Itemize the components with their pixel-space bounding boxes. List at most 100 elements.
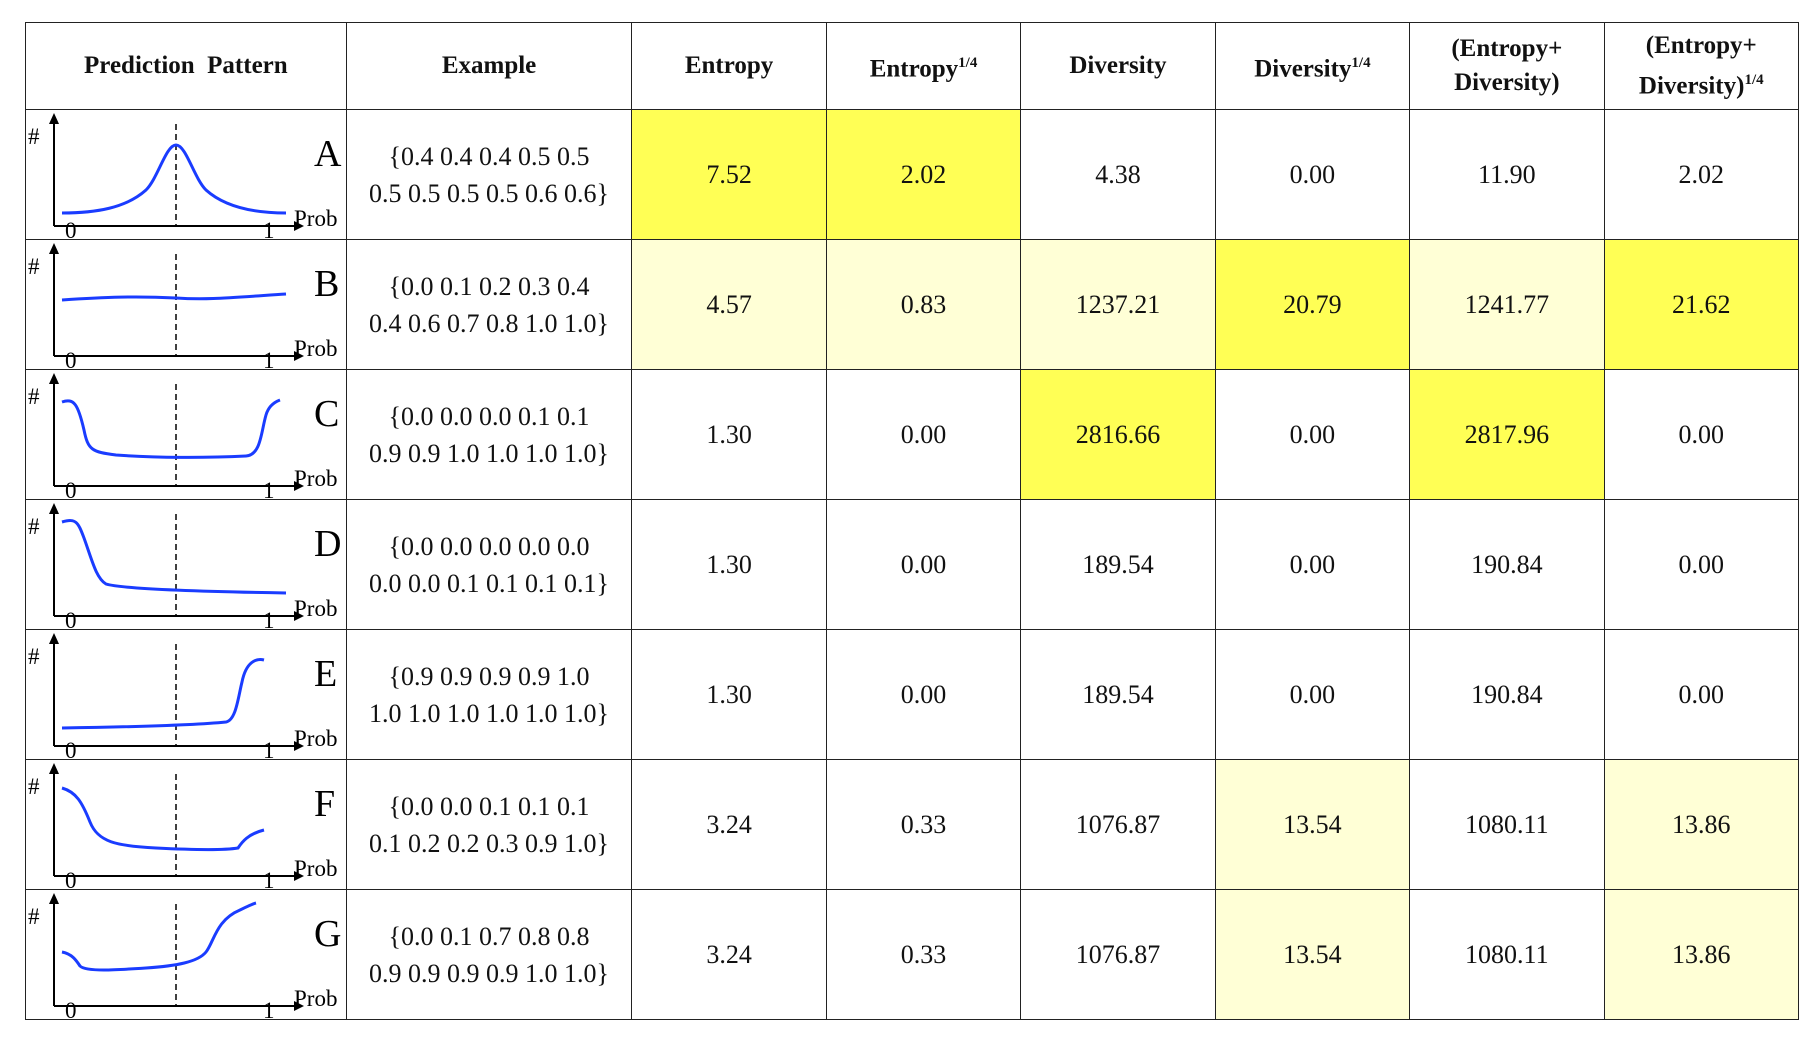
example-cell: {0.0 0.1 0.2 0.3 0.4 0.4 0.6 0.7 0.8 1.0 … bbox=[345, 239, 633, 370]
entropy-q-cell: 0.00 bbox=[825, 629, 1022, 760]
pattern-cell: # 0 1 Prob A bbox=[25, 109, 347, 240]
header-example: Example bbox=[345, 22, 633, 110]
distribution-curve bbox=[61, 292, 287, 302]
x-axis-arrow bbox=[294, 1001, 304, 1011]
header-sumq-line2-base: Diversity) bbox=[1638, 72, 1745, 100]
example-cell: {0.0 0.0 0.0 0.1 0.1 0.9 0.9 1.0 1.0 1.0 … bbox=[345, 369, 633, 500]
example-line: {0.9 0.9 0.9 0.9 1.0 bbox=[388, 661, 590, 691]
y-axis-arrow bbox=[49, 763, 59, 774]
x-axis-end-label: 1 bbox=[263, 478, 275, 499]
diversity-cell: 1237.21 bbox=[1020, 239, 1216, 370]
header-sumq-line1: (Entropy+ bbox=[1645, 31, 1757, 59]
sum-cell: 190.84 bbox=[1409, 629, 1605, 760]
table-row: # 0 1 Prob E {0.9 0.9 0.9 0.9 1.0 1.0 1.0… bbox=[25, 629, 1800, 760]
distribution-curve bbox=[61, 658, 265, 730]
diversity-q-cell: 0.00 bbox=[1214, 629, 1411, 760]
pattern-letter: D bbox=[314, 523, 341, 565]
y-axis-label: # bbox=[28, 254, 40, 279]
x-axis-arrow bbox=[294, 351, 304, 361]
table-row: # 0 1 Prob F {0.0 0.0 0.1 0.1 0.1 0.1 0.2… bbox=[25, 759, 1800, 890]
header-entropy-q-sup: 1/4 bbox=[958, 54, 978, 71]
pattern-letter: F bbox=[314, 783, 335, 825]
header-sum-line2: Diversity) bbox=[1454, 69, 1560, 96]
x-axis-arrow bbox=[294, 741, 304, 751]
distribution-plot: # 0 1 Prob A bbox=[28, 113, 342, 239]
entropy-q-cell: 0.00 bbox=[825, 369, 1022, 500]
diversity-cell: 1076.87 bbox=[1020, 889, 1216, 1020]
entropy-cell: 3.24 bbox=[631, 889, 827, 1020]
table-row: # 0 1 Prob G {0.0 0.1 0.7 0.8 0.8 0.9 0.9… bbox=[25, 889, 1800, 1020]
y-axis-label: # bbox=[28, 384, 40, 409]
pattern-cell: # 0 1 Prob E bbox=[25, 629, 347, 760]
header-entropy-plus-diversity: (Entropy+ Diversity) bbox=[1409, 22, 1605, 110]
x-axis-start-label: 0 bbox=[65, 868, 77, 889]
distribution-plot: # 0 1 Prob B bbox=[28, 243, 339, 369]
diversity-q-cell: 20.79 bbox=[1214, 239, 1411, 370]
y-axis-label: # bbox=[28, 124, 40, 149]
example-line: 0.0 0.0 0.1 0.1 0.1 0.1} bbox=[369, 568, 610, 598]
diversity-cell: 189.54 bbox=[1020, 499, 1216, 630]
pattern-letter: C bbox=[314, 393, 339, 435]
pattern-cell: # 0 1 Prob C bbox=[25, 369, 347, 500]
example-cell: {0.9 0.9 0.9 0.9 1.0 1.0 1.0 1.0 1.0 1.0 … bbox=[345, 629, 633, 760]
header-sumq-line2: Diversity)1/4 bbox=[1605, 63, 1798, 103]
entropy-q-cell: 0.83 bbox=[825, 239, 1022, 370]
header-diversity-q-base: Diversity bbox=[1254, 55, 1352, 83]
y-axis-arrow bbox=[49, 113, 59, 124]
example-line: 0.9 0.9 0.9 0.9 1.0 1.0} bbox=[369, 958, 610, 988]
distribution-plot: # 0 1 Prob E bbox=[28, 633, 337, 759]
distribution-plot: # 0 1 Prob F bbox=[28, 763, 337, 889]
table-row: # 0 1 Prob C {0.0 0.0 0.0 0.1 0.1 0.9 0.9… bbox=[25, 369, 1800, 500]
x-axis-start-label: 0 bbox=[65, 738, 77, 759]
x-axis-arrow bbox=[294, 221, 304, 231]
pattern-cell: # 0 1 Prob G bbox=[25, 889, 347, 1020]
distribution-plot: # 0 1 Prob C bbox=[28, 373, 339, 499]
distribution-plot: # 0 1 Prob D bbox=[28, 503, 341, 629]
example-cell: {0.0 0.0 0.1 0.1 0.1 0.1 0.2 0.2 0.3 0.9 … bbox=[345, 759, 633, 890]
example-line: {0.0 0.1 0.2 0.3 0.4 bbox=[388, 271, 590, 301]
entropy-cell: 1.30 bbox=[631, 629, 827, 760]
header-entropy-quartic-root: Entropy1/4 bbox=[825, 22, 1022, 110]
y-axis-arrow bbox=[49, 503, 59, 514]
header-entropy-plus-diversity-quartic-root: (Entropy+ Diversity)1/4 bbox=[1603, 22, 1800, 110]
example-line: 0.4 0.6 0.7 0.8 1.0 1.0} bbox=[369, 308, 610, 338]
x-axis-end-label: 1 bbox=[263, 998, 275, 1019]
entropy-cell: 4.57 bbox=[631, 239, 827, 370]
diversity-cell: 2816.66 bbox=[1020, 369, 1216, 500]
table-row: # 0 1 Prob A {0.4 0.4 0.4 0.5 0.5 0.5 0.5… bbox=[25, 109, 1800, 240]
header-entropy-q-base: Entropy bbox=[869, 55, 959, 83]
comparison-table: Prediction Pattern Example Entropy Entro… bbox=[25, 22, 1800, 1020]
y-axis-label: # bbox=[28, 774, 40, 799]
x-axis-arrow bbox=[294, 871, 304, 881]
entropy-cell: 3.24 bbox=[631, 759, 827, 890]
pattern-letter: E bbox=[314, 653, 337, 695]
diversity-q-cell: 0.00 bbox=[1214, 369, 1411, 500]
x-axis-title: Prob bbox=[294, 596, 337, 621]
x-axis-start-label: 0 bbox=[65, 218, 77, 239]
entropy-cell: 1.30 bbox=[631, 499, 827, 630]
x-axis-title: Prob bbox=[294, 726, 337, 751]
y-axis-label: # bbox=[28, 644, 40, 669]
x-axis-end-label: 1 bbox=[263, 348, 275, 369]
diversity-q-cell: 0.00 bbox=[1214, 109, 1411, 240]
sum-cell: 11.90 bbox=[1409, 109, 1605, 240]
sum-cell: 190.84 bbox=[1409, 499, 1605, 630]
header-sum-line1: (Entropy+ bbox=[1451, 35, 1563, 62]
header-diversity: Diversity bbox=[1020, 22, 1216, 110]
y-axis-label: # bbox=[28, 904, 40, 929]
header-entropy: Entropy bbox=[631, 22, 827, 110]
example-line: 0.5 0.5 0.5 0.5 0.6 0.6} bbox=[369, 178, 610, 208]
y-axis-arrow bbox=[49, 893, 59, 904]
example-line: {0.0 0.0 0.0 0.0 0.0 bbox=[388, 531, 590, 561]
distribution-curve bbox=[61, 519, 287, 595]
header-diversity-quartic-root: Diversity1/4 bbox=[1214, 22, 1411, 110]
entropy-q-cell: 0.00 bbox=[825, 499, 1022, 630]
diversity-cell: 4.38 bbox=[1020, 109, 1216, 240]
sum-cell: 1080.11 bbox=[1409, 759, 1605, 890]
x-axis-title: Prob bbox=[294, 206, 337, 231]
x-axis-title: Prob bbox=[294, 986, 337, 1011]
table-row: # 0 1 Prob D {0.0 0.0 0.0 0.0 0.0 0.0 0.0… bbox=[25, 499, 1800, 630]
x-axis-end-label: 1 bbox=[263, 608, 275, 629]
entropy-q-cell: 0.33 bbox=[825, 889, 1022, 1020]
example-line: {0.0 0.0 0.1 0.1 0.1 bbox=[388, 791, 590, 821]
